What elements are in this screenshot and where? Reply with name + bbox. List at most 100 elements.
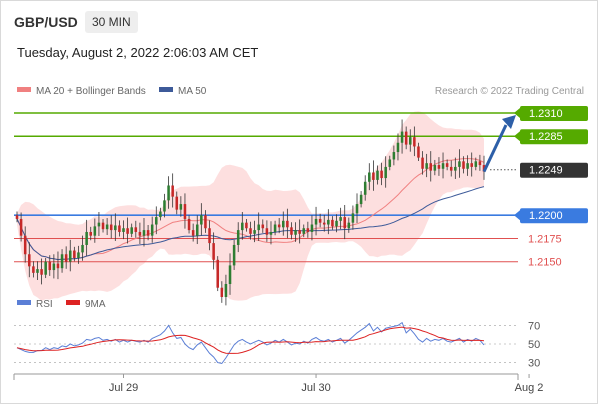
- legend-label-9ma: 9MA: [85, 299, 106, 310]
- candle-body: [368, 172, 371, 182]
- candle-body: [282, 220, 285, 228]
- candle-body: [44, 261, 47, 275]
- candle-body: [478, 161, 482, 166]
- candle-body: [224, 284, 228, 298]
- candle-body: [310, 224, 314, 232]
- candle-body: [142, 230, 146, 236]
- candle-body: [331, 219, 334, 227]
- candle-body: [40, 269, 43, 275]
- candle-body: [101, 222, 105, 230]
- candle-body: [277, 224, 281, 228]
- rsi-panel: 70 50 30: [14, 320, 540, 370]
- candle-body: [347, 222, 351, 229]
- candle-body: [458, 161, 461, 167]
- candle-body: [273, 224, 277, 232]
- candle-body: [155, 217, 158, 225]
- candle-body: [36, 269, 39, 273]
- candle-body: [195, 224, 199, 236]
- candle-body: [19, 218, 23, 236]
- candle-body: [245, 222, 248, 229]
- candle-body: [175, 196, 179, 210]
- candle-body: [417, 146, 420, 158]
- candle-body: [265, 228, 269, 235]
- candle-body: [220, 287, 224, 298]
- candle-body: [212, 243, 215, 260]
- time-tick-label: Aug 2: [515, 382, 544, 394]
- candle-body: [134, 227, 138, 232]
- legend-label-ma50: MA 50: [178, 86, 207, 97]
- timestamp: Tuesday, August 2, 2022 2:06:03 AM CET: [17, 45, 259, 60]
- candle-body: [183, 204, 187, 219]
- candle-body: [355, 204, 359, 214]
- projection-arrow-shaft: [482, 124, 508, 173]
- candle-body: [105, 224, 109, 230]
- candle-body: [122, 228, 125, 232]
- candle-body: [241, 222, 244, 231]
- candle-body: [56, 263, 60, 269]
- rsi-line: [16, 321, 485, 365]
- candle-body: [376, 170, 379, 180]
- candle-body: [28, 254, 31, 267]
- candle-body: [339, 217, 342, 221]
- currency-pair-title: GBP/USD: [14, 14, 78, 30]
- candle-body: [236, 230, 240, 245]
- candle-body: [228, 265, 232, 284]
- candle-body: [85, 231, 88, 245]
- candle-body: [474, 161, 478, 167]
- candle-body: [150, 224, 154, 236]
- candle-body: [187, 218, 191, 231]
- candle-body: [118, 225, 121, 232]
- candle-body: [269, 231, 273, 235]
- candle-body: [462, 161, 465, 169]
- timeframe-badge[interactable]: 30 MIN: [85, 11, 138, 33]
- candle-body: [363, 181, 367, 195]
- candle-body: [413, 137, 416, 147]
- level-lines: [14, 112, 518, 263]
- candle-body: [23, 235, 27, 255]
- candle-body: [68, 250, 72, 262]
- bollinger-band: [17, 111, 484, 301]
- candle-body: [449, 166, 453, 171]
- candle-body: [32, 266, 35, 273]
- candle-body: [433, 165, 437, 171]
- candle-body: [404, 131, 408, 145]
- candle-body: [437, 165, 441, 169]
- candle-body: [445, 163, 449, 167]
- candle-body: [388, 159, 392, 167]
- rsi-9ma-line: [16, 326, 485, 354]
- candle-body: [351, 213, 355, 223]
- candle-body: [306, 228, 310, 232]
- candle-body: [114, 225, 117, 231]
- legend-swatch-rsi: [17, 300, 31, 305]
- candle-body: [93, 226, 97, 236]
- candle-body: [290, 227, 293, 235]
- rsi-tick-30: 30: [528, 358, 540, 370]
- candle-body: [138, 231, 142, 236]
- candlesticks: [15, 119, 486, 306]
- candle-body: [159, 211, 162, 218]
- candle-body: [298, 230, 301, 234]
- candle-body: [52, 263, 56, 271]
- legend-swatch-ma20: [17, 87, 31, 92]
- candle-body: [441, 163, 445, 169]
- rsi-tick-70: 70: [528, 320, 540, 332]
- legend-swatch-9ma: [66, 300, 80, 305]
- bollinger-band-area: [17, 111, 484, 301]
- candle-body: [253, 230, 256, 234]
- candle-body: [208, 228, 211, 244]
- candle-body: [130, 227, 133, 234]
- candle-body: [400, 131, 404, 143]
- candle-body: [81, 244, 84, 253]
- candle-body: [314, 218, 318, 225]
- candle-body: [204, 215, 207, 229]
- candle-body: [359, 194, 363, 205]
- candle-body: [77, 252, 80, 258]
- candle-body: [286, 220, 289, 228]
- candle-body: [89, 231, 93, 236]
- candle-body: [60, 254, 64, 269]
- level-labels: 1.2310 1.2285 1.2249 1.2200 1.2175 1.2150: [514, 106, 588, 269]
- candle-body: [294, 230, 297, 235]
- candle-body: [261, 224, 265, 229]
- level-tag-pointer-1.2310: [514, 108, 520, 119]
- legend-swatch-ma50: [159, 87, 173, 92]
